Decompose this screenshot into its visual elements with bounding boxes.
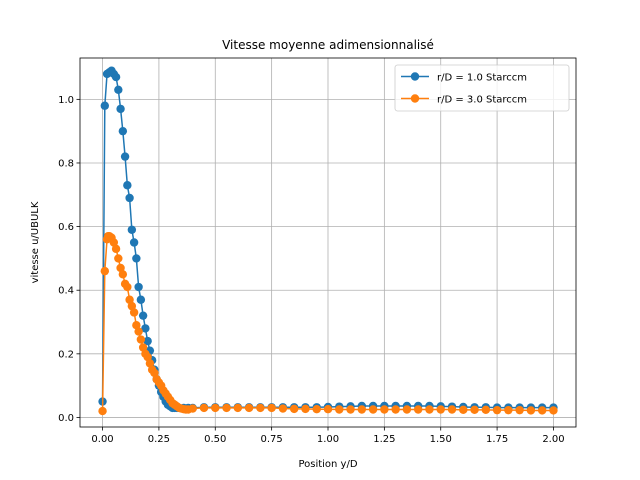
data-point (100, 266, 110, 276)
x-tick-label: 1.75 (486, 434, 508, 445)
data-point (402, 405, 412, 414)
data-point (289, 404, 299, 414)
data-point (199, 403, 209, 413)
data-point (138, 311, 148, 320)
data-point (127, 301, 137, 311)
data-point (346, 405, 355, 414)
data-point (312, 404, 321, 414)
data-point (136, 295, 146, 304)
x-tick-label: 0.75 (261, 434, 283, 445)
data-point (127, 225, 137, 234)
data-point (136, 335, 146, 344)
grid (80, 58, 576, 427)
data-point (515, 405, 524, 415)
data-point (132, 254, 141, 263)
legend-label: r/D = 1.0 Starccm (437, 73, 527, 84)
data-point (116, 263, 125, 273)
data-point (118, 270, 128, 279)
data-point (134, 282, 143, 292)
chart-title: Vitesse moyenne adimensionnalisé (222, 38, 434, 52)
data-point (125, 193, 134, 203)
data-point (436, 405, 445, 414)
x-tick-label: 2.00 (542, 434, 564, 445)
y-tick-label: 1.0 (58, 95, 74, 106)
data-point (244, 403, 254, 413)
data-point (447, 405, 457, 414)
legend-label: r/D = 3.0 Starccm (437, 95, 527, 106)
y-tick-label: 0.6 (58, 222, 74, 233)
data-point (470, 405, 479, 415)
data-point (134, 327, 143, 336)
data-point (335, 405, 344, 414)
data-point (323, 404, 333, 414)
data-point (368, 405, 378, 414)
data-point (256, 403, 265, 413)
x-tick-label: 1.25 (373, 434, 395, 445)
x-tick-label: 1.50 (430, 434, 452, 445)
x-axis-label: Position y/D (298, 459, 357, 470)
y-tick-label: 0.4 (58, 286, 74, 297)
data-point (425, 405, 434, 414)
data-point (120, 152, 130, 161)
data-point (138, 343, 148, 352)
data-point (141, 324, 150, 333)
ticks: 0.00 0.25 0.50 0.75 1.00 1.25 1.50 1.75 2.00 0.0 0… (58, 95, 564, 445)
data-point (504, 405, 513, 415)
legend-box (394, 64, 570, 112)
x-tick-label: 0.50 (204, 434, 226, 445)
data-point (222, 403, 231, 413)
data-point (116, 104, 125, 114)
legend-marker (410, 72, 420, 81)
x-tick-label: 1.00 (317, 434, 339, 445)
data-point (150, 368, 159, 378)
data-point (391, 405, 400, 414)
x-tick-label: 0.25 (148, 434, 170, 445)
y-axis-label: vitesse u/UBULK (30, 201, 41, 283)
data-point (109, 238, 119, 247)
series-1 (98, 231, 558, 416)
data-point (129, 238, 139, 247)
y-tick-label: 0.2 (58, 349, 74, 360)
data-point (537, 406, 547, 415)
data-point (267, 403, 276, 413)
y-tick-label: 0.0 (58, 413, 74, 424)
data-point (526, 406, 536, 415)
data-point (459, 405, 468, 415)
data-point (143, 352, 152, 362)
data-point (100, 101, 110, 110)
data-point (114, 254, 123, 263)
legend: r/D = 1.0 Starccm r/D = 3.0 Starccm (394, 64, 570, 112)
data-point (278, 404, 288, 413)
data-point (481, 405, 491, 415)
data-point (118, 126, 128, 136)
x-tick-label: 0.00 (91, 434, 113, 445)
data-point (413, 405, 423, 414)
data-point (357, 405, 367, 414)
data-point (233, 403, 243, 413)
data-point (111, 72, 121, 82)
data-point (111, 244, 121, 254)
data-point (98, 406, 107, 416)
legend-marker (410, 94, 420, 103)
data-point (188, 404, 197, 413)
data-point (114, 85, 123, 95)
data-point (132, 321, 141, 330)
data-point (125, 295, 134, 304)
data-point (123, 282, 132, 292)
data-point (145, 359, 155, 368)
data-point (143, 336, 152, 346)
series-group (98, 66, 558, 416)
data-point (211, 403, 220, 413)
data-point (123, 181, 132, 190)
data-point (549, 406, 558, 415)
data-point (380, 405, 389, 414)
data-point (301, 404, 310, 414)
y-tick-label: 0.8 (58, 158, 74, 169)
data-point (492, 405, 502, 415)
data-point (129, 308, 139, 317)
